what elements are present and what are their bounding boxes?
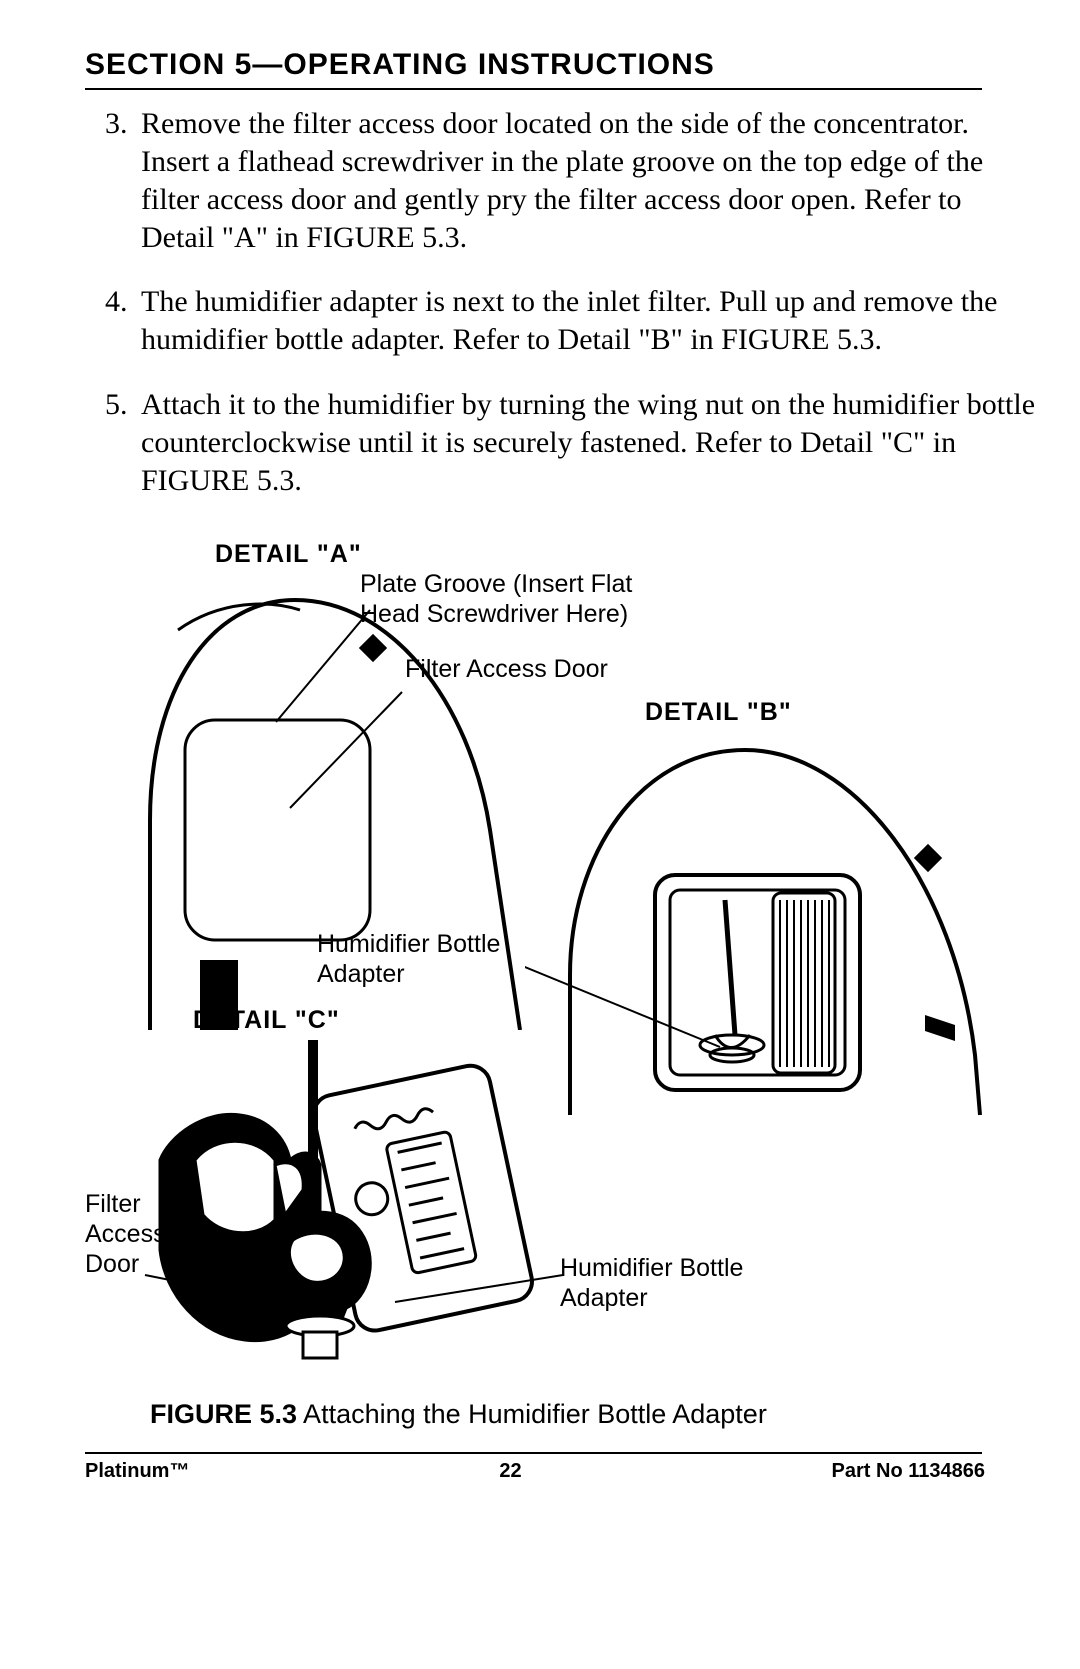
page-footer: Platinum™ 22 Part No 1134866 bbox=[85, 1460, 985, 1483]
figure-caption: FIGURE 5.3 Attaching the Humidifier Bott… bbox=[150, 1399, 950, 1430]
footer-product: Platinum™ bbox=[85, 1460, 189, 1483]
section-header: SECTION 5—OPERATING INSTRUCTIONS bbox=[85, 48, 985, 82]
footer-rule bbox=[85, 1452, 982, 1454]
detail-b-label-adapter-1: Humidifier Bottle bbox=[317, 930, 500, 959]
header-rule bbox=[85, 88, 982, 90]
detail-b-label-adapter-2: Adapter bbox=[317, 960, 405, 989]
detail-c-label-door-1: Filter bbox=[85, 1190, 141, 1219]
figure-area: DETAIL "A" Plate Groove (Insert Flat Hea… bbox=[85, 540, 985, 1440]
instruction-item: The humidifier adapter is next to the in… bbox=[135, 283, 1035, 359]
instructions-list: Remove the filter access door located on… bbox=[85, 105, 1035, 526]
detail-c-title: DETAIL "C" bbox=[193, 1006, 340, 1035]
footer-page-number: 22 bbox=[499, 1460, 521, 1483]
detail-b-title: DETAIL "B" bbox=[645, 698, 792, 727]
instruction-item: Remove the filter access door located on… bbox=[135, 105, 1035, 257]
figure-caption-text: Attaching the Humidifier Bottle Adapter bbox=[297, 1399, 767, 1429]
detail-c-label-adapter-1: Humidifier Bottle bbox=[560, 1254, 743, 1283]
page: SECTION 5—OPERATING INSTRUCTIONS Remove … bbox=[0, 0, 1080, 1669]
detail-a-label-door: Filter Access Door bbox=[405, 655, 608, 684]
detail-c-label-door-3: Door bbox=[85, 1250, 139, 1279]
detail-a-title: DETAIL "A" bbox=[215, 540, 362, 569]
detail-c-label-adapter-2: Adapter bbox=[560, 1284, 648, 1313]
detail-b-drawing bbox=[525, 735, 1005, 1135]
detail-c-label-door-2: Access bbox=[85, 1220, 166, 1249]
detail-a-label-groove-2: Head Screwdriver Here) bbox=[360, 600, 628, 629]
footer-part-number: Part No 1134866 bbox=[832, 1460, 985, 1483]
detail-a-label-groove-1: Plate Groove (Insert Flat bbox=[360, 570, 632, 599]
detail-c-drawing bbox=[125, 1040, 585, 1400]
figure-caption-number: FIGURE 5.3 bbox=[150, 1399, 297, 1429]
detail-a-drawing bbox=[90, 570, 530, 1030]
instruction-item: Attach it to the humidifier by turning t… bbox=[135, 386, 1035, 500]
